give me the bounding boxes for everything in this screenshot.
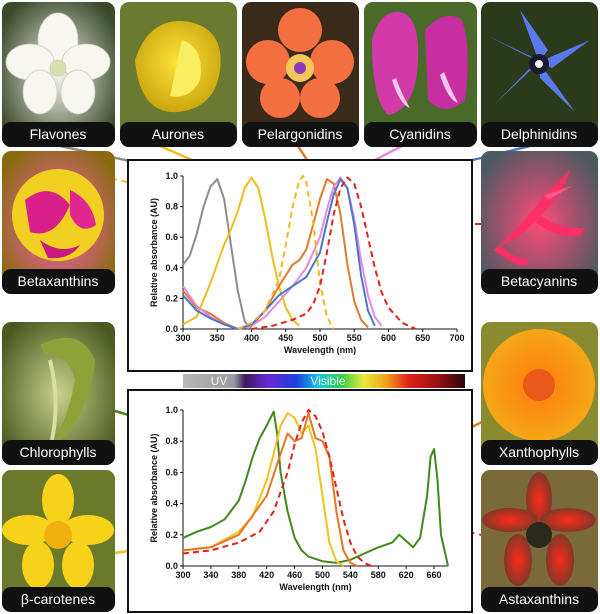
y-tick-label: 0.4 [165,499,178,509]
y-tick-label: 0.2 [165,530,178,540]
x-tick-label: 380 [231,570,246,580]
label-cyanidins: Cyanidins [389,126,450,142]
label-flavones: Flavones [30,126,87,142]
y-tick-label: 0.6 [165,232,178,242]
series-line-delphinidins [182,178,376,330]
x-tick-label: 340 [203,570,218,580]
borage-flower-icon [488,10,590,112]
label-betaxanthins: Betaxanthins [18,273,99,289]
tile-betaxanthins: Betaxanthins [2,151,115,294]
x-tick-label: 540 [343,570,358,580]
tile-xanthophylls: Xanthophylls [481,322,598,465]
label-delphinidins: Delphinidins [501,126,577,142]
white-flower-icon [5,12,111,115]
tile-flavones: Flavones [2,2,115,147]
tile-aurones: Aurones [120,2,237,147]
x-tick-label: 550 [347,333,362,343]
x-axis-title: Wavelength (nm) [279,582,351,592]
x-tick-label: 600 [381,333,396,343]
y-tick-label: 1.0 [165,405,178,415]
label-aurones: Aurones [152,126,204,142]
y-tick-label: 0.4 [165,263,178,273]
label-betacarotenes: β-carotenes [21,591,95,607]
absorbance-chart-bottom: 300 340 380 420 460 500 540 580 620 660 0.0 0.2 0.4 0… [127,389,473,613]
x-tick-label: 700 [449,333,464,343]
tile-cyanidins: Cyanidins [364,2,477,147]
x-tick-label: 500 [315,570,330,580]
series-line-xanthophylls [182,412,358,567]
series-line-betacyanins [251,176,417,330]
x-tick-label: 580 [371,570,386,580]
x-tick-label: 400 [244,333,259,343]
uv-label: UV [211,374,228,388]
x-tick-label: 350 [210,333,225,343]
foxglove-icon [372,11,468,115]
st-johns-wort-flower-icon [2,474,114,589]
series-line-aurones [182,176,301,327]
y-axis-title: Relative absorbance (AU) [149,433,159,542]
y-tick-label: 0.0 [165,561,178,571]
x-tick-label: 450 [278,333,293,343]
tile-betacyanins: Betacyanins [481,151,598,294]
tile-betacarotenes: β-carotenes [2,470,115,612]
visible-label: Visible [310,374,345,388]
orange-pimpernel-icon [246,8,354,118]
label-xanthophylls: Xanthophylls [499,444,579,460]
christmas-cactus-flower-icon [494,170,585,266]
x-axis-title: Wavelength (nm) [284,345,356,355]
chart-frame [127,159,473,372]
tile-astaxanthins: Astaxanthins [481,470,598,612]
y-tick-label: 0.0 [165,324,178,334]
y-tick-label: 0.6 [165,467,178,477]
tile-chlorophylls: Chlorophylls [2,322,115,465]
y-tick-label: 0.2 [165,293,178,303]
x-tick-label: 620 [399,570,414,580]
x-tick-label: 300 [175,570,190,580]
y-tick-label: 0.8 [165,202,178,212]
california-poppy-icon [483,329,595,441]
green-arum-flower-icon [40,337,95,442]
y-axis-title: Relative absorbance (AU) [149,198,159,307]
pheasants-eye-flower-icon [482,472,596,586]
y-tick-label: 1.0 [165,171,178,181]
label-pelargonidins: Pelargonidins [258,126,343,142]
label-astaxanthins: Astaxanthins [499,591,579,607]
x-tick-label: 660 [427,570,442,580]
label-chlorophylls: Chlorophylls [19,444,96,460]
y-tick-label: 0.8 [165,436,178,446]
series-line-flavones [182,178,253,330]
series-line-chlorophylls [182,410,449,567]
series-line-pelargonidins [182,178,369,330]
mirabilis-flower-icon [12,169,104,261]
x-tick-label: 500 [312,333,327,343]
spectrum-bar: UV Visible [183,374,465,388]
x-tick-label: 650 [415,333,430,343]
x-tick-label: 300 [175,333,190,343]
absorbance-chart-top: 300 350 400 450 500 550 600 650 700 0.0 0.2 0.4 0.6 0… [127,159,473,372]
tile-delphinidins: Delphinidins [481,2,598,147]
x-tick-label: 460 [287,570,302,580]
label-betacyanins: Betacyanins [501,273,577,289]
tile-pelargonidins: Pelargonidins [242,2,359,147]
yellow-snapdragon-icon [135,21,221,113]
x-tick-label: 420 [259,570,274,580]
